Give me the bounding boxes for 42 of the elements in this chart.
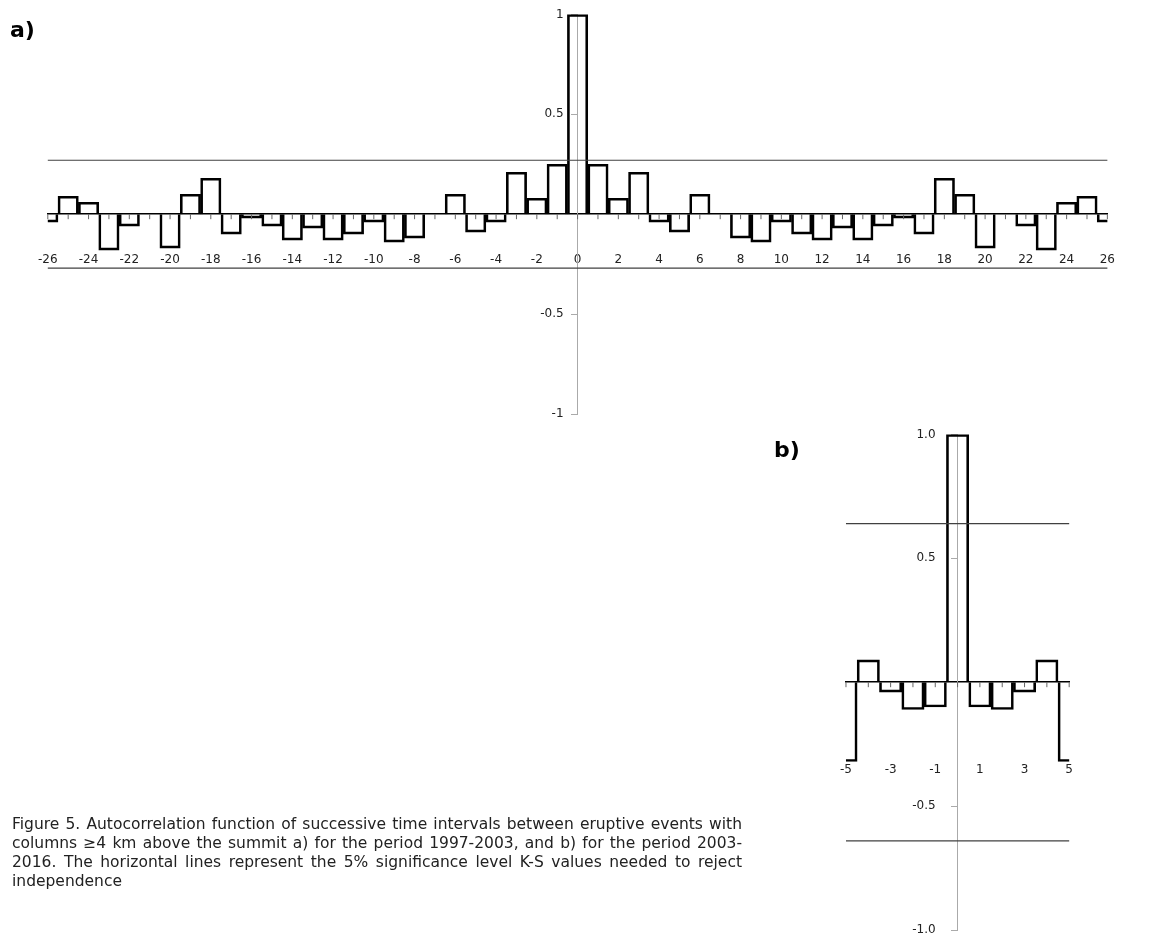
- x-tick-label: 3: [1020, 761, 1029, 776]
- x-tick-label: 2: [614, 251, 623, 266]
- x-tick-label: -22: [119, 251, 140, 266]
- x-tick-label: 10: [773, 251, 789, 266]
- caption: Figure 5. Autocorrelation function of successive time intervals between eruptive events with columns ≥4 km above the summit a) for the period 1997-2003, and b) for the period 2003-2016. The horizontal lines represent the 5% significance level K-S values needed to reject independence: [12, 815, 742, 891]
- x-tick-label: 12: [814, 251, 830, 266]
- x-tick-label: 8: [736, 251, 745, 266]
- chart-title: b): [774, 436, 800, 462]
- x-tick-label: 26: [1099, 251, 1116, 266]
- x-tick-label: 4: [655, 251, 663, 266]
- x-tick-label: 18: [936, 251, 952, 266]
- x-tick-label: 5: [1065, 761, 1073, 776]
- x-tick-label: 6: [696, 251, 704, 266]
- x-tick-label: 16: [895, 251, 912, 266]
- y-tick-label: -0.5: [912, 798, 936, 813]
- x-tick-label: 22: [1018, 251, 1034, 266]
- x-tick-label: -26: [38, 251, 58, 266]
- y-tick-label: 1.0: [916, 426, 936, 441]
- x-tick-label: 20: [977, 251, 993, 266]
- x-tick-label: -16: [241, 251, 262, 266]
- x-tick-label: -20: [160, 251, 180, 266]
- x-tick-label: 1: [976, 761, 984, 776]
- x-tick-label: -4: [490, 251, 503, 266]
- x-tick-label: -8: [408, 251, 421, 266]
- y-tick-label: -1: [551, 406, 564, 421]
- x-tick-label: -2: [530, 251, 543, 266]
- y-tick-label: -1.0: [912, 922, 936, 937]
- y-tick-label: 0.5: [544, 106, 564, 121]
- x-tick-label: 24: [1058, 251, 1075, 266]
- x-tick-label: 14: [855, 251, 871, 266]
- x-tick-label: -18: [201, 251, 221, 266]
- y-tick-label: 0.5: [916, 550, 936, 565]
- chart-title: a): [10, 16, 35, 42]
- x-tick-label: -10: [364, 251, 384, 266]
- x-tick-label: -14: [282, 251, 303, 266]
- x-tick-label: -12: [323, 251, 343, 266]
- x-tick-label: -24: [78, 251, 99, 266]
- y-tick-label: 1: [555, 6, 564, 21]
- y-tick-label: -0.5: [540, 306, 564, 321]
- x-tick-label: -5: [840, 761, 852, 776]
- x-tick-label: -6: [449, 251, 462, 266]
- x-tick-label: -3: [884, 761, 897, 776]
